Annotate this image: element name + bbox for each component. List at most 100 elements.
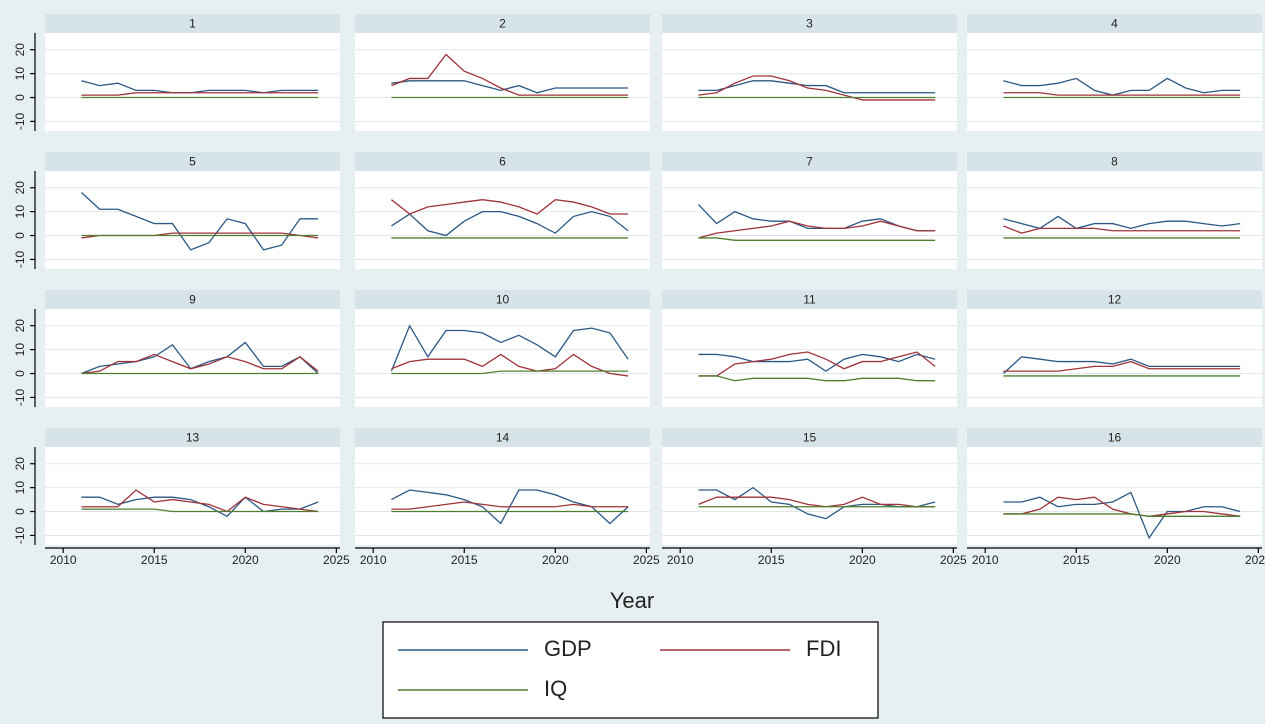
series-line <box>1003 225 1241 234</box>
series-line <box>698 220 936 239</box>
x-tick-label: 2010 <box>50 553 77 567</box>
x-tick-label: 2020 <box>1154 553 1181 567</box>
y-tick-label: 20 <box>13 43 27 57</box>
panel-strip <box>355 14 650 33</box>
series-line <box>1003 92 1241 96</box>
series-line <box>698 375 936 382</box>
series-line <box>81 489 319 513</box>
series-line <box>1003 215 1241 230</box>
series-line <box>81 92 319 96</box>
panel-strip <box>45 290 340 309</box>
panel-title: 13 <box>186 431 200 445</box>
panel-title: 6 <box>499 155 506 169</box>
panel-title: 3 <box>806 17 813 31</box>
x-tick-label: 2015 <box>141 553 168 567</box>
series-line <box>80 192 319 251</box>
panel-strip <box>45 428 340 447</box>
x-tick-label: 2020 <box>849 553 876 567</box>
panel-strip <box>355 290 650 309</box>
y-tick-label: 10 <box>13 343 27 357</box>
x-tick-label: 2025 <box>1245 553 1265 567</box>
plot-area <box>45 447 340 545</box>
legend-label: FDI <box>806 636 841 661</box>
x-tick-label: 2015 <box>451 553 478 567</box>
panel-strip <box>662 14 957 33</box>
x-tick-label: 2010 <box>972 553 999 567</box>
series-line <box>1003 360 1241 372</box>
series-line <box>698 351 936 377</box>
panel-title: 11 <box>803 293 816 307</box>
panel-title: 16 <box>1108 431 1122 445</box>
y-tick-label: 20 <box>13 457 27 471</box>
series-line <box>698 80 936 94</box>
x-tick-label: 2015 <box>758 553 785 567</box>
legend-label: GDP <box>544 636 592 661</box>
panel-title: 15 <box>803 431 817 445</box>
x-tick-label: 2010 <box>667 553 694 567</box>
panel-title: 1 <box>189 17 196 31</box>
legend-label: IQ <box>544 676 567 701</box>
panel-title: 8 <box>1111 155 1118 169</box>
x-tick-label: 2010 <box>360 553 387 567</box>
plot-area <box>355 309 650 407</box>
panel-strip <box>355 428 650 447</box>
panel-strip <box>967 152 1262 171</box>
series-line <box>81 353 319 375</box>
plot-area <box>355 171 650 269</box>
y-tick-label: -10 <box>13 526 27 544</box>
plot-area <box>662 33 957 131</box>
y-tick-label: 20 <box>13 181 27 195</box>
x-tick-label: 2025 <box>323 553 350 567</box>
panel-title: 10 <box>496 293 510 307</box>
y-tick-label: -10 <box>13 250 27 268</box>
series-line <box>391 210 629 237</box>
plot-area <box>45 33 340 131</box>
panel-strip <box>45 14 340 33</box>
y-tick-label: 20 <box>13 319 27 333</box>
panel-strip <box>662 428 957 447</box>
series-line <box>1003 513 1241 517</box>
panel-title: 7 <box>806 155 813 169</box>
panel-strip <box>355 152 650 171</box>
plot-area <box>967 447 1262 545</box>
y-tick-label: 10 <box>13 67 27 81</box>
panel-title: 5 <box>189 155 196 169</box>
x-tick-label: 2020 <box>232 553 259 567</box>
series-line <box>391 353 629 377</box>
series-line <box>698 496 936 508</box>
series-line <box>81 508 319 513</box>
y-tick-label: 0 <box>13 94 27 101</box>
panel-title: 2 <box>499 17 506 31</box>
panel-title: 12 <box>1108 293 1122 307</box>
x-tick-label: 2020 <box>542 553 569 567</box>
series-line <box>698 75 936 101</box>
y-tick-label: 10 <box>13 205 27 219</box>
plot-area <box>662 171 957 269</box>
series-line <box>1003 491 1241 540</box>
series-line <box>698 353 936 372</box>
series-line <box>698 237 936 241</box>
plot-area <box>967 171 1262 269</box>
y-tick-label: 0 <box>13 370 27 377</box>
panel-strip <box>662 152 957 171</box>
series-line <box>391 501 629 510</box>
panel-strip <box>662 290 957 309</box>
series-line <box>81 341 319 375</box>
y-tick-label: 0 <box>13 232 27 239</box>
y-tick-label: -10 <box>13 112 27 130</box>
plot-area <box>662 447 957 545</box>
panel-title: 9 <box>189 293 196 307</box>
y-tick-label: 0 <box>13 508 27 515</box>
series-line <box>1002 356 1241 375</box>
panel-strip <box>967 14 1262 33</box>
series-line <box>390 324 629 372</box>
plot-area <box>967 309 1262 407</box>
legend-box <box>382 621 879 719</box>
panel-title: 4 <box>1111 17 1118 31</box>
plot-area <box>45 171 340 269</box>
plot-area <box>45 309 340 407</box>
panel-strip <box>967 290 1262 309</box>
series-line <box>81 80 319 94</box>
y-tick-label: 10 <box>13 481 27 495</box>
